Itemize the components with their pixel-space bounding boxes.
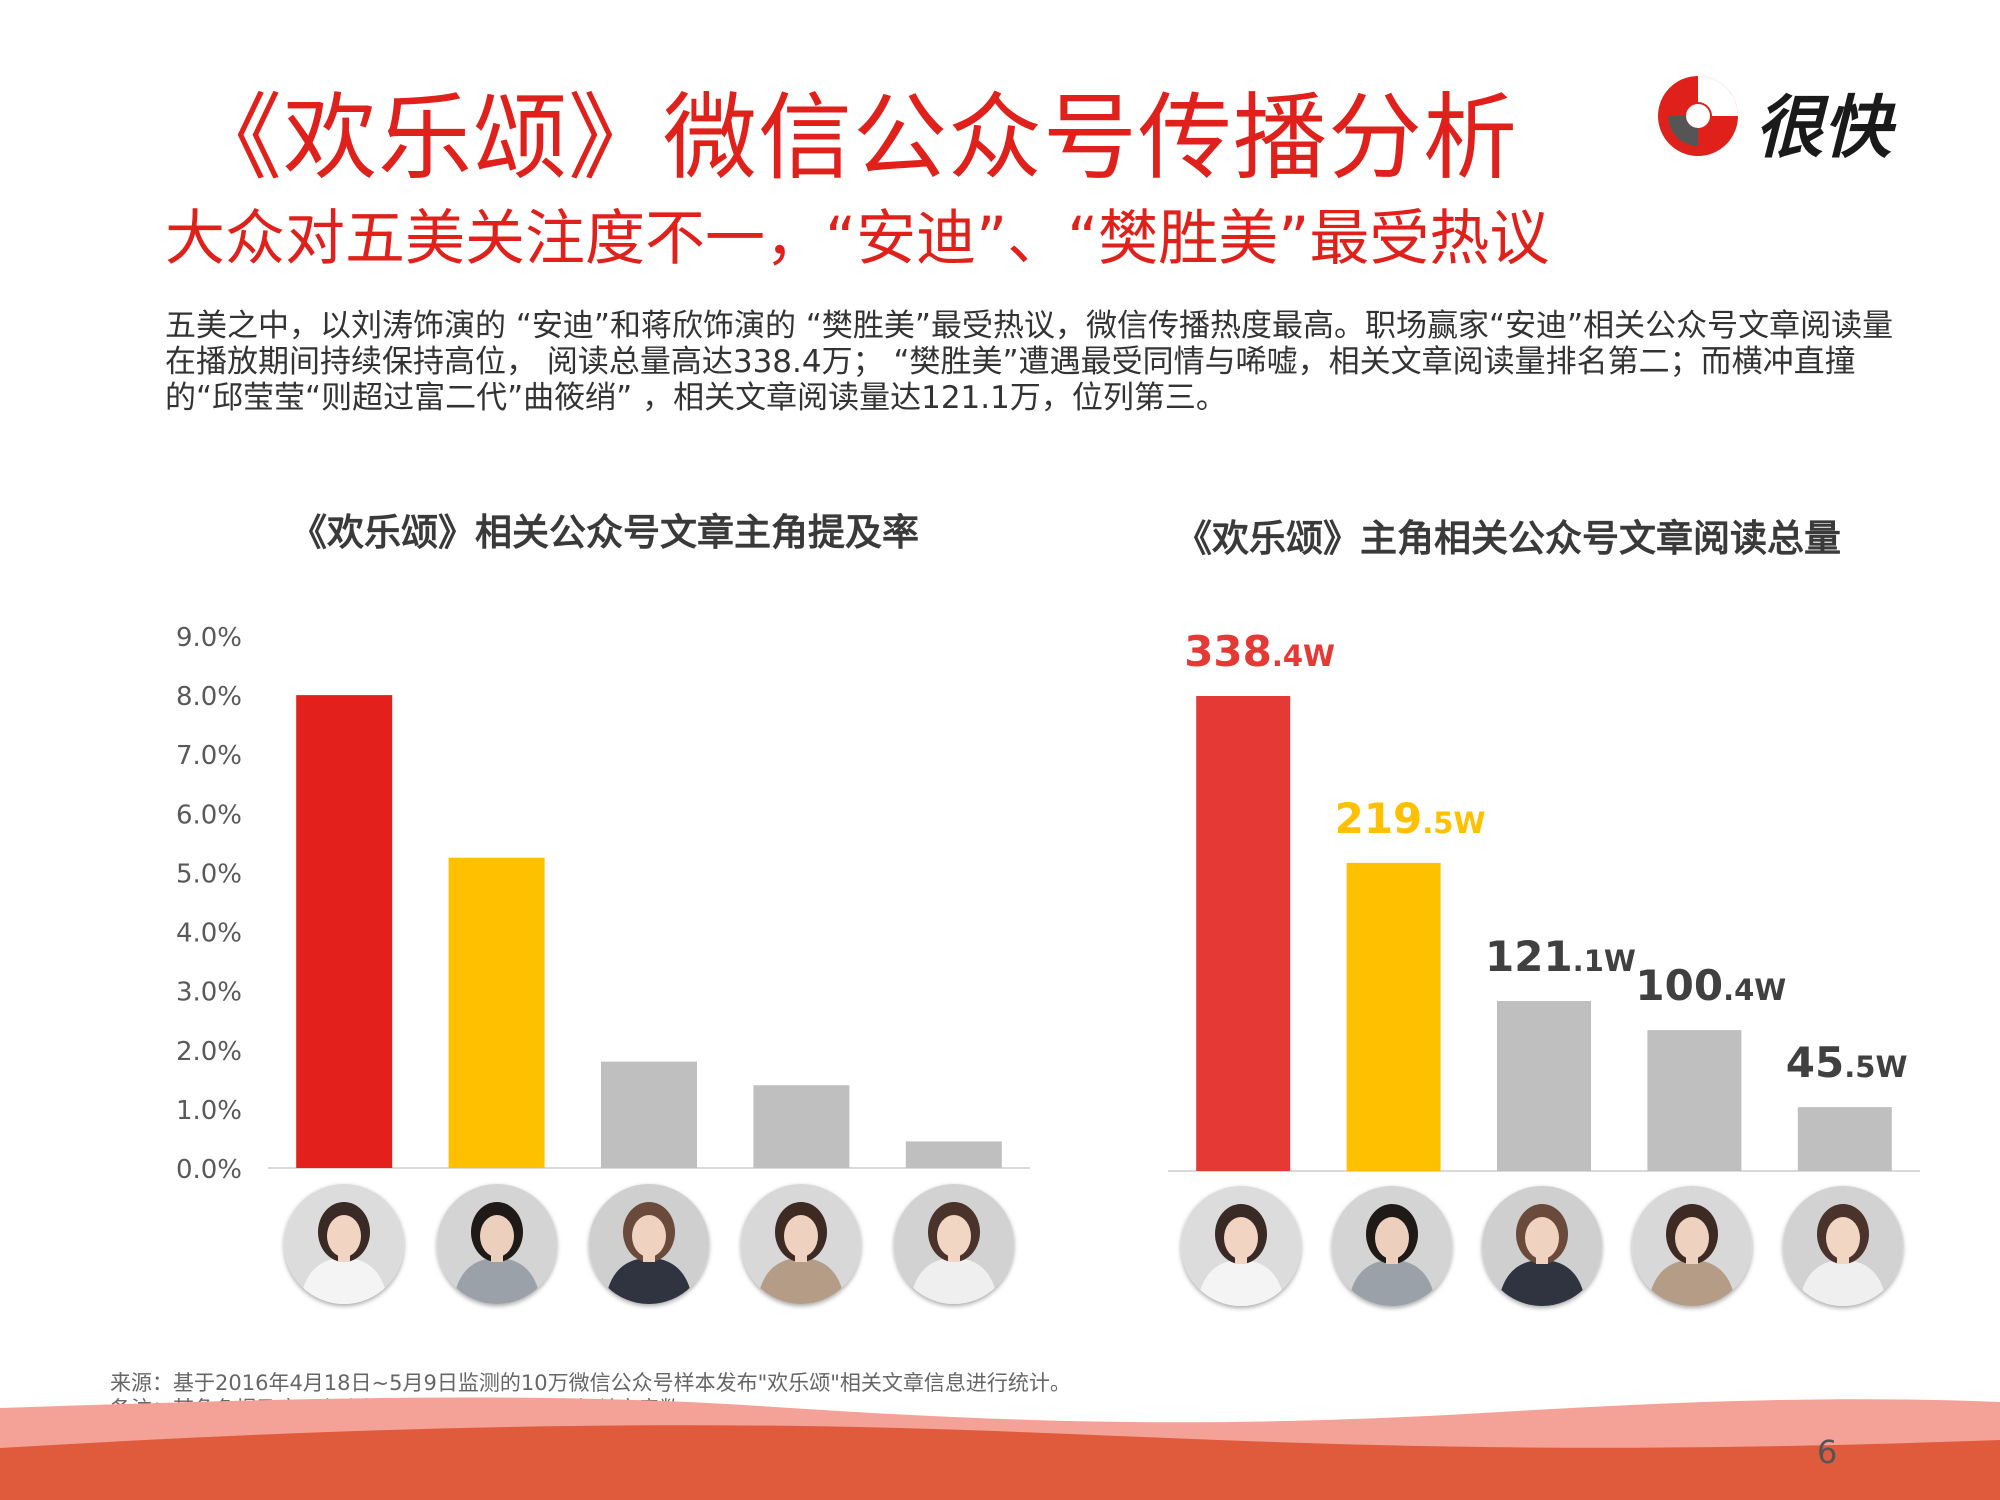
y-tick-label: 1.0% xyxy=(176,1096,242,1126)
page-subtitle: 大众对五美关注度不一，“安迪”、“樊胜美”最受热议 xyxy=(165,204,1550,274)
character-avatar xyxy=(1331,1186,1452,1306)
y-tick-label: 4.0% xyxy=(176,919,242,949)
character-avatar xyxy=(1632,1186,1753,1306)
y-tick-label: 7.0% xyxy=(176,741,242,771)
y-tick-label: 6.0% xyxy=(176,800,242,830)
portrait-icon xyxy=(589,1184,709,1304)
chart-reads-total-title: 《欢乐颂》主角相关公众号文章阅读总量 xyxy=(1175,517,1841,560)
character-avatar xyxy=(589,1184,709,1304)
character-avatar xyxy=(436,1184,557,1304)
character-avatar xyxy=(741,1184,862,1304)
intro-paragraph: 五美之中，以刘涛饰演的 “安迪”和蒋欣饰演的 “樊胜美”最受热议，微信传播热度最… xyxy=(165,308,1894,416)
portrait-icon xyxy=(284,1184,405,1304)
y-tick-label: 5.0% xyxy=(176,859,242,889)
portrait-icon xyxy=(1632,1186,1753,1306)
bar xyxy=(1346,862,1441,1171)
character-avatar xyxy=(1482,1186,1602,1306)
bar xyxy=(601,1061,697,1168)
page-number: 6 xyxy=(1817,1433,1838,1471)
y-tick-label: 3.0% xyxy=(176,978,242,1008)
chart-mention-rate-title: 《欢乐颂》相关公众号文章主角提及率 xyxy=(290,511,919,554)
portrait-icon xyxy=(436,1184,557,1304)
character-avatar xyxy=(1782,1186,1903,1306)
portrait-icon xyxy=(741,1184,862,1304)
portrait-icon xyxy=(1482,1186,1602,1306)
logo-icon xyxy=(1658,76,1738,156)
mention-rate-chart: 0.0% 1.0% 2.0% 3.0% 4.0% 5.0% 6.0% 7.0% 8.0% 9.0% xyxy=(176,623,1030,1185)
bar xyxy=(1797,1107,1892,1171)
data-label: 100.4W xyxy=(1635,961,1786,1010)
data-label: 45.5W xyxy=(1786,1038,1908,1087)
portrait-icon xyxy=(1181,1186,1302,1306)
character-avatar xyxy=(1181,1186,1302,1306)
bar xyxy=(1497,1001,1591,1171)
y-tick-label: 9.0% xyxy=(176,623,242,653)
character-avatar xyxy=(284,1184,405,1304)
portrait-icon xyxy=(1782,1186,1903,1306)
bar xyxy=(1196,696,1291,1171)
footer-wave xyxy=(0,1397,2000,1500)
y-tick-label: 2.0% xyxy=(176,1037,242,1067)
data-label: 121.1W xyxy=(1485,932,1636,981)
bar xyxy=(448,857,545,1168)
logo-text: 很快 xyxy=(1755,89,1892,168)
data-label: 338.4W xyxy=(1184,627,1335,676)
bar xyxy=(296,695,393,1168)
y-tick-label: 0.0% xyxy=(176,1155,242,1185)
y-tick-label: 8.0% xyxy=(176,682,242,712)
data-label: 219.5W xyxy=(1335,794,1486,843)
bar xyxy=(905,1141,1002,1168)
bar xyxy=(1647,1030,1742,1171)
portrait-icon xyxy=(893,1184,1014,1304)
character-avatar xyxy=(893,1184,1014,1304)
page-title: 《欢乐颂》微信公众号传播分析 xyxy=(188,84,1519,193)
charts-canvas: 0.0% 1.0% 2.0% 3.0% 4.0% 5.0% 6.0% 7.0% 8.0% 9.0%… xyxy=(176,623,1920,1185)
bar xyxy=(753,1085,850,1168)
source-note: 来源：基于2016年4月18日~5月9日监测的10万微信公众号样本发布"欢乐颂"… xyxy=(110,1371,1071,1395)
portrait-icon xyxy=(1331,1186,1452,1306)
brand-logo: 很快 xyxy=(1650,66,1910,168)
